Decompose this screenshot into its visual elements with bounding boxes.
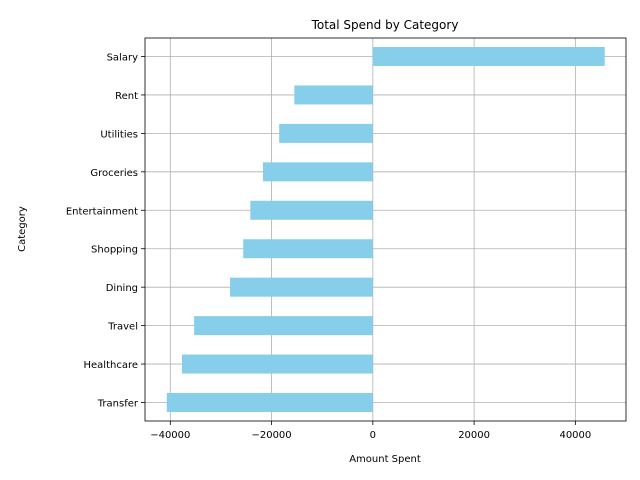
y-axis-label: Category [17, 206, 28, 252]
x-tick-label: 20000 [458, 430, 490, 441]
y-tick-label: Transfer [97, 399, 139, 410]
y-tick-label: Shopping [91, 245, 138, 256]
bar-healthcare [181, 354, 373, 374]
y-tick-label: Groceries [90, 168, 138, 179]
bar-rent [294, 85, 373, 105]
x-axis-label: Amount Spent [349, 454, 421, 465]
y-tick-label: Salary [107, 53, 138, 64]
ticks: −40000 −20000 0 20000 40000 Salary Rent Utiliti… [66, 53, 591, 442]
bar-shopping [243, 239, 373, 259]
bar-entertainment [250, 200, 373, 220]
bar-transfer [166, 393, 373, 412]
bar-dining [230, 277, 373, 297]
y-tick-label: Dining [106, 283, 138, 294]
x-tick-label: −40000 [150, 430, 190, 441]
bar-groceries [262, 162, 373, 182]
y-tick-label: Travel [107, 322, 138, 333]
plot-frame [144, 37, 627, 422]
bars [166, 47, 605, 412]
bar-travel [194, 316, 373, 336]
chart-title: Total Spend by Category [311, 18, 459, 32]
bar-utilities [279, 123, 373, 143]
y-tick-label: Healthcare [83, 360, 138, 371]
x-tick-label: 40000 [559, 430, 591, 441]
x-tick-label: −20000 [251, 430, 291, 441]
bar-salary [372, 47, 605, 66]
axes [144, 37, 627, 422]
y-tick-label: Rent [115, 91, 138, 102]
x-tick-label: 0 [370, 430, 376, 441]
y-tick-label: Entertainment [66, 206, 138, 217]
y-tick-label: Utilities [100, 129, 138, 140]
